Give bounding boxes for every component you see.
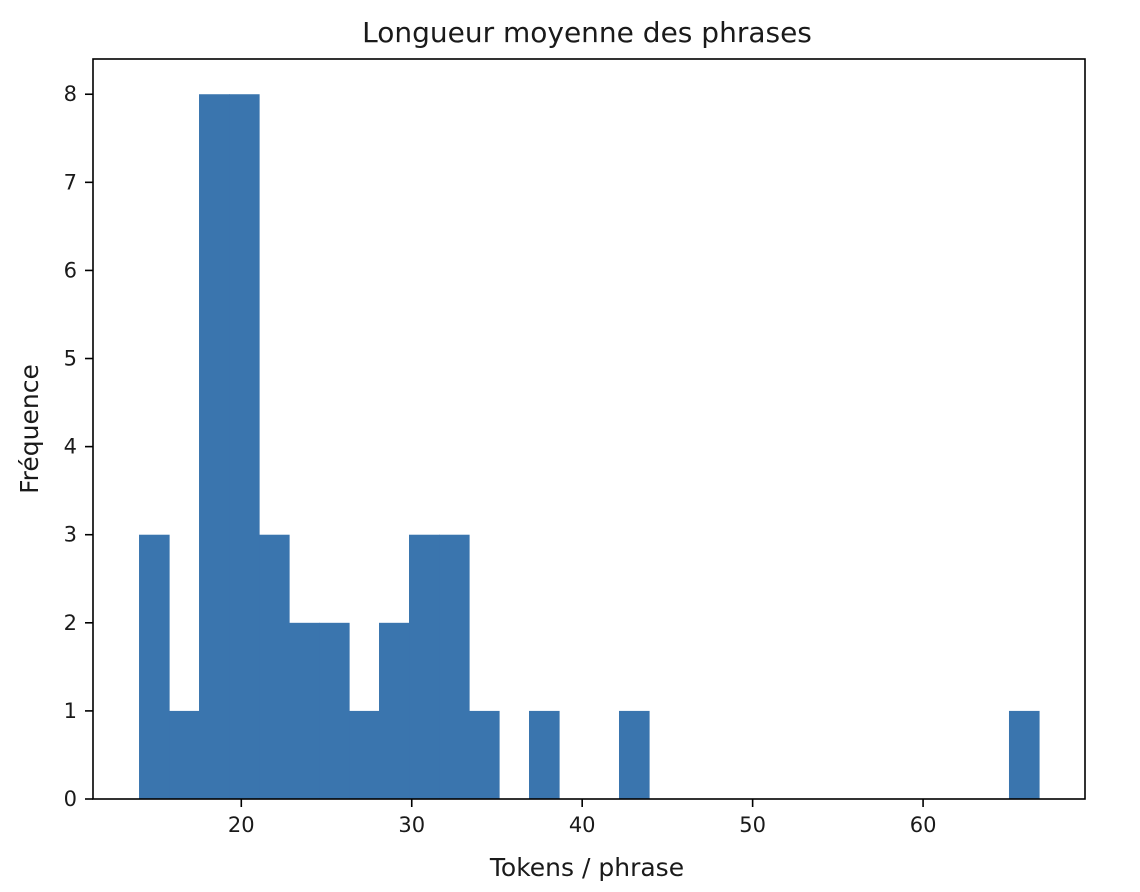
- histogram-bar: [319, 622, 350, 799]
- plot-frame: [92, 58, 1086, 800]
- x-axis-label: Tokens / phrase: [489, 853, 684, 882]
- y-tick-label: 7: [64, 170, 77, 194]
- histogram-bar: [289, 622, 320, 799]
- histogram-bar: [139, 534, 170, 799]
- histogram-bar: [229, 94, 260, 799]
- y-axis-label: Fréquence: [15, 364, 44, 494]
- x-tick-label: 50: [739, 813, 766, 837]
- histogram-bar: [349, 710, 380, 799]
- x-tick-label: 60: [910, 813, 937, 837]
- histogram-bars: [139, 94, 1040, 799]
- y-tick-label: 2: [64, 611, 77, 635]
- histogram-bar: [618, 710, 650, 799]
- histogram-bar: [1008, 710, 1040, 799]
- y-tick-label: 4: [64, 435, 77, 459]
- histogram-bar: [439, 534, 470, 799]
- histogram-bar: [169, 710, 200, 799]
- y-tick-label: 0: [64, 787, 77, 811]
- x-tick-label: 30: [398, 813, 425, 837]
- x-tick-label: 40: [569, 813, 596, 837]
- histogram-bar: [529, 710, 560, 799]
- y-tick-label: 8: [64, 82, 77, 106]
- histogram-bar: [379, 622, 410, 799]
- histogram-bar: [259, 534, 290, 799]
- y-tick-label: 3: [64, 523, 77, 547]
- histogram-bar: [469, 710, 500, 799]
- chart-title: Longueur moyenne des phrases: [362, 16, 812, 49]
- x-tick-label: 20: [228, 813, 255, 837]
- y-tick-label: 1: [64, 699, 77, 723]
- y-tick-label: 6: [64, 258, 77, 282]
- histogram-bar: [409, 534, 440, 799]
- x-axis: 20 30 40 50 60: [228, 799, 937, 837]
- histogram-bar: [199, 94, 230, 799]
- y-tick-label: 5: [64, 347, 77, 371]
- y-axis: 0 1 2 3 4 5 6 7 8: [64, 82, 93, 811]
